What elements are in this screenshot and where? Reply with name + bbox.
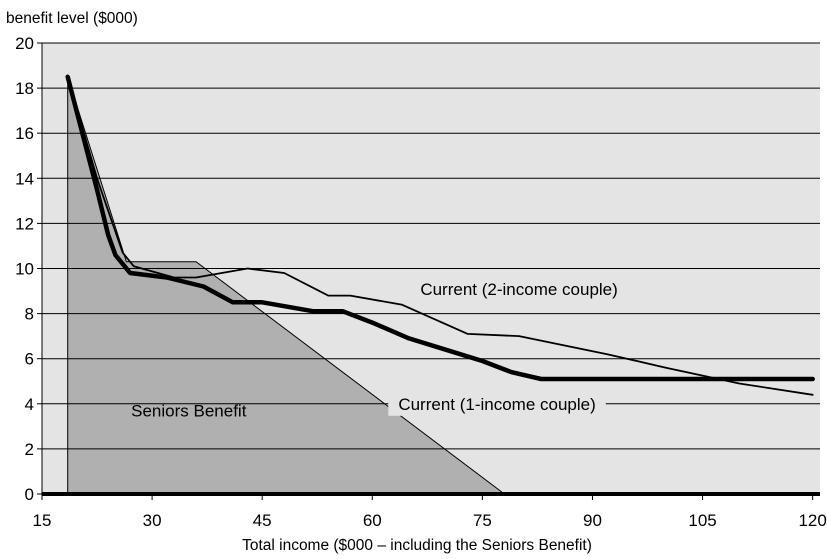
- series-line-current-2-income: [66, 75, 814, 396]
- gridlines: [42, 42, 820, 450]
- y-tick-label-8: 8: [25, 305, 34, 324]
- x-tick-label-90: 90: [583, 511, 602, 530]
- y-tick-label-4: 4: [25, 395, 34, 414]
- annotation-current-2-income: Current (2-income couple): [420, 280, 617, 299]
- y-axis-title: benefit level ($000): [6, 10, 138, 27]
- x-tick-label-120: 120: [798, 511, 826, 530]
- x-tick-label-30: 30: [143, 511, 162, 530]
- y-tick-label-6: 6: [25, 350, 34, 369]
- annotation-current-1-income-bg: [388, 391, 606, 416]
- x-tick-label-60: 60: [363, 511, 382, 530]
- y-tick-label-10: 10: [15, 260, 34, 279]
- x-tick-label-105: 105: [688, 511, 716, 530]
- y-tick-label-12: 12: [15, 214, 34, 233]
- y-tick-label-20: 20: [15, 34, 34, 53]
- annotation-current-1-income: Current (1-income couple): [398, 395, 595, 414]
- x-tick-label-75: 75: [473, 511, 492, 530]
- y-tick-labels: 0 2 4 6 8 10 12 14 16 18 20: [15, 34, 42, 504]
- annotation-seniors-benefit: Seniors Benefit: [131, 402, 247, 421]
- series-lines: [65, 74, 815, 396]
- y-tick-label-0: 0: [25, 485, 34, 504]
- x-tick-label-45: 45: [253, 511, 272, 530]
- y-tick-label-2: 2: [25, 440, 34, 459]
- x-tick-labels: 15 30 45 60 75 90 105 120: [33, 494, 827, 530]
- y-tick-label-18: 18: [15, 79, 34, 98]
- x-tick-label-15: 15: [33, 511, 52, 530]
- annotations: Seniors Benefit Current (2-income couple)…: [131, 280, 618, 421]
- y-tick-label-14: 14: [15, 169, 34, 188]
- series-line-current-1-income: [65, 74, 815, 382]
- y-tick-label-16: 16: [15, 124, 34, 143]
- x-axis-title: Total income ($000 – including the Senio…: [242, 537, 592, 554]
